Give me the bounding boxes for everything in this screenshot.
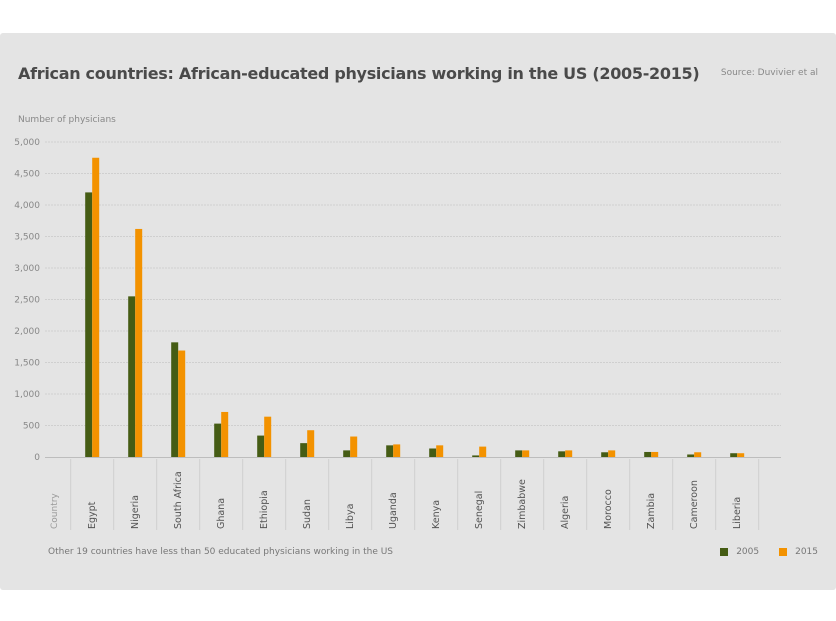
legend-label-2005: 2005 [736, 547, 760, 557]
bar-2005-kenya [429, 448, 437, 457]
bar-2015-uganda [393, 444, 401, 457]
bar-2005-morocco [601, 452, 609, 457]
x-tick-label: Algeria [560, 496, 571, 529]
x-tick-label: Sudan [302, 499, 313, 529]
bar-2005-ghana [214, 423, 222, 457]
bar-2005-nigeria [128, 296, 136, 457]
x-tick-label: Egypt [87, 501, 98, 529]
y-tick-label: 2,000 [14, 327, 40, 337]
bar-2015-libya [350, 436, 358, 457]
bar-2015-liberia [737, 453, 745, 457]
bar-2015-morocco [608, 450, 616, 457]
bar-2005-zambia [644, 451, 652, 457]
bar-2015-algeria [565, 450, 573, 457]
bar-2005-uganda [386, 445, 394, 457]
bar-2005-algeria [558, 451, 566, 457]
legend-item-2015: 2015 [779, 547, 818, 557]
x-tick-label: Ethiopia [259, 490, 270, 529]
bar-2015-senegal [479, 446, 487, 457]
x-tick-label: Senegal [474, 491, 485, 529]
bar-2015-kenya [436, 445, 444, 457]
bar-2015-south-africa [178, 350, 186, 457]
y-tick-label: 500 [23, 422, 40, 432]
x-tick-label: Ghana [216, 498, 227, 529]
y-tick-label: 5,000 [14, 138, 40, 148]
x-tick-label: Nigeria [130, 495, 141, 529]
source-note: Source: Duvivier et al [720, 68, 818, 78]
y-tick-label: 1,500 [14, 359, 40, 369]
bar-2015-ethiopia [264, 416, 272, 457]
bar-2015-sudan [307, 430, 315, 457]
y-tick-label: 4,500 [14, 170, 40, 180]
bar-2005-senegal [472, 455, 480, 457]
bar-2005-cameroon [687, 454, 695, 457]
x-tick-label: Libya [345, 504, 356, 529]
y-tick-label: 0 [34, 453, 40, 463]
footnote: Other 19 countries have less than 50 edu… [48, 547, 394, 557]
bar-2015-ghana [221, 411, 229, 457]
y-tick-label: 1,000 [14, 390, 40, 400]
x-tick-label: Morocco [603, 489, 614, 529]
x-tick-label: Cameroon [689, 480, 700, 529]
x-tick-label: Liberia [732, 497, 743, 529]
bar-2005-south-africa [171, 342, 179, 457]
bar-2005-zimbabwe [515, 450, 523, 457]
bar-2015-egypt [92, 157, 100, 457]
bar-2015-zambia [651, 451, 659, 457]
bar-2015-zimbabwe [522, 450, 530, 457]
y-tick-label: 3,000 [14, 264, 40, 274]
y-axis-label: Number of physicians [18, 115, 116, 125]
y-tick-label: 4,000 [14, 201, 40, 211]
legend-swatch-2015 [779, 548, 788, 556]
bar-2005-sudan [300, 443, 308, 457]
bar-2005-libya [343, 450, 351, 457]
bar-2005-ethiopia [257, 435, 265, 457]
legend: 2005 2015 [720, 547, 818, 557]
y-tick-label: 2,500 [14, 296, 40, 306]
x-tick-label: Zimbabwe [517, 479, 528, 529]
bar-2015-nigeria [135, 228, 143, 457]
y-tick-label: 3,500 [14, 233, 40, 243]
x-axis-label: Country [50, 493, 60, 529]
legend-item-2005: 2005 [720, 547, 759, 557]
legend-label-2015: 2015 [795, 547, 818, 557]
chart-title: African countries: African-educated phys… [18, 64, 700, 83]
x-tick-label: Kenya [431, 500, 442, 529]
x-tick-label: Uganda [388, 492, 399, 529]
x-tick-label: Zambia [646, 493, 657, 529]
bar-2005-egypt [85, 192, 93, 457]
x-tick-label: South Africa [173, 471, 184, 529]
bar-2005-liberia [730, 453, 738, 457]
bar-2015-cameroon [694, 452, 702, 457]
legend-swatch-2005 [720, 548, 729, 556]
